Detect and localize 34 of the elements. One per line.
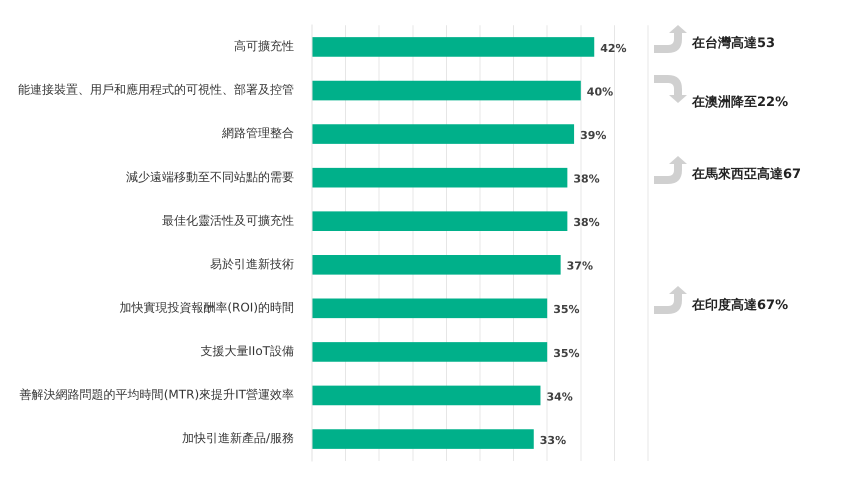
data-label: 38% xyxy=(573,172,600,186)
data-label: 37% xyxy=(566,260,593,273)
text: 在印度高達67% xyxy=(692,296,788,314)
data-label: 35% xyxy=(553,346,580,360)
y-tick-label: 加快實現投資報酬率(ROI)的時間 xyxy=(119,300,294,314)
text: 在澳洲降至22% xyxy=(692,94,788,111)
y-tick-label: 網路管理整合 xyxy=(221,126,294,140)
bar xyxy=(312,254,561,275)
bar xyxy=(312,298,548,318)
bar xyxy=(312,80,581,100)
data-label: 39% xyxy=(580,128,606,142)
data-label: 34% xyxy=(546,390,573,404)
data-label: 38% xyxy=(573,216,600,230)
data-label: 35% xyxy=(553,303,580,316)
y-tick-label: 高可擴充性 xyxy=(234,39,294,54)
bar xyxy=(312,37,594,57)
data-label: 33% xyxy=(540,434,566,447)
y-tick-label: 易於引進新技術 xyxy=(210,256,294,271)
y-tick-label: 支援大量IIoT設備 xyxy=(200,344,294,358)
text: 在台灣高達53 xyxy=(692,34,776,52)
bar xyxy=(312,386,540,406)
y-tick-label: 能連接裝置、用戶和應用程式的可視性、部署及控管 xyxy=(18,82,294,97)
y-tick-label: 善解決網路問題的平均時間(MTR)來提升IT營運效率 xyxy=(20,388,294,402)
bar xyxy=(312,211,568,232)
y-tick-label: 加快引進新產品/服務 xyxy=(182,431,294,446)
y-tick-label: 減少遠端移動至不同站點的需要 xyxy=(126,170,294,184)
text: 在馬來西亞高達67 xyxy=(692,166,802,184)
bar xyxy=(312,124,574,144)
bar xyxy=(312,342,548,362)
bar xyxy=(312,168,568,188)
data-label: 42% xyxy=(600,42,627,55)
bar xyxy=(312,429,534,449)
y-tick-label: 最佳化靈活性及可擴充性 xyxy=(162,213,294,228)
data-label: 40% xyxy=(586,85,614,98)
